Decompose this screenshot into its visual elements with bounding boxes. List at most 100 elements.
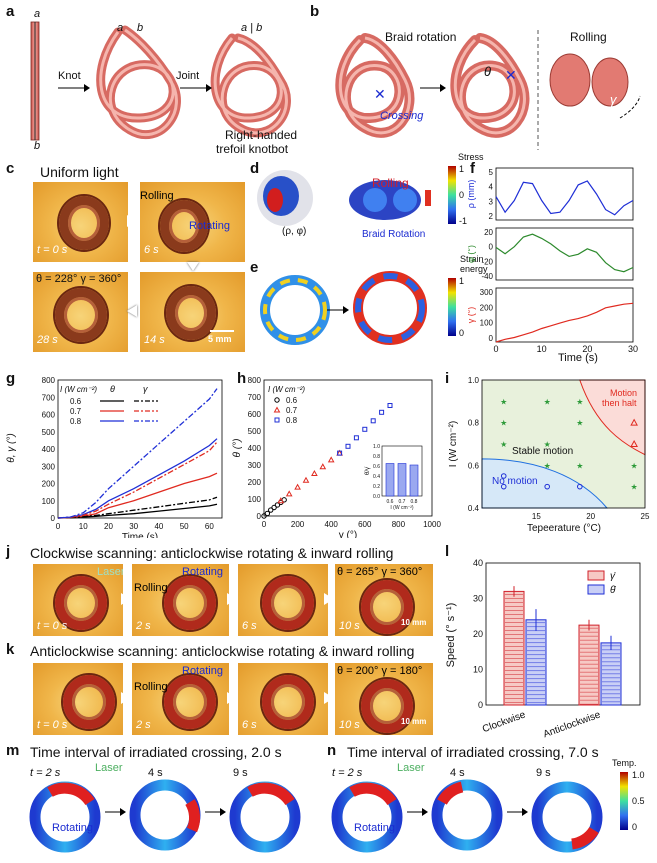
- panel-label-d: d: [250, 160, 260, 177]
- h-legend-marker-0: [274, 397, 280, 403]
- f-frame-0: [495, 167, 634, 221]
- i-point-tri: [630, 418, 638, 426]
- i-ytick: 1.0: [468, 376, 480, 385]
- j-arrow-2: [227, 593, 237, 605]
- l-ytick: 0: [478, 700, 483, 710]
- h-point: [337, 450, 343, 456]
- g-legend-gamma: γ: [143, 384, 148, 394]
- h-xtick: 1000: [423, 520, 441, 529]
- j-photo-3: θ = 265° γ = 360° 10 s 10 mm: [334, 563, 434, 637]
- l-legend-swatch-gamma: [587, 570, 605, 581]
- l-legend-theta: θ̇: [610, 585, 616, 596]
- c-photo-2: 14 s 5 mm: [139, 271, 246, 353]
- h-point: [302, 476, 310, 483]
- n-time-0: t = 2 s: [332, 767, 363, 779]
- i-point-tri: [630, 439, 638, 447]
- f-ytick: 20: [484, 228, 493, 237]
- n-laser: Laser: [397, 762, 425, 774]
- f-ytick: 200: [480, 303, 494, 312]
- h-inset-ylabel: θ̇/γ̇: [365, 466, 371, 475]
- k-photo-3: θ = 200° γ = 180° 10 s 10 mm: [334, 662, 434, 736]
- h-xtick: 200: [291, 520, 305, 529]
- panel-label-h: h: [237, 370, 247, 387]
- c-arrow-down: [187, 262, 199, 271]
- panel-label-i: i: [445, 370, 450, 387]
- n-sim-render: [331, 779, 603, 853]
- h-legend-val: 0.6: [286, 396, 298, 405]
- caption-line1: Right-handed: [225, 128, 298, 142]
- h-point: [319, 463, 327, 470]
- l-bar-0-1: [525, 619, 547, 706]
- i-point-star: ★: [576, 397, 583, 406]
- f-ytick: 300: [480, 288, 494, 297]
- l-ytick: 20: [473, 629, 483, 639]
- h-point: [362, 426, 368, 432]
- i-ytick: 0.6: [468, 461, 480, 470]
- f-ytick: 5: [489, 168, 494, 177]
- h-inset-ytick: 0.8: [373, 454, 380, 460]
- h-inset-ytick: 0.2: [373, 484, 380, 490]
- i-point-star: ★: [576, 461, 583, 470]
- h-point: [387, 403, 393, 408]
- i-xlabel: Tepeerature (°C): [527, 523, 601, 534]
- c-angles: θ = 228° γ = 360°: [36, 273, 122, 285]
- h-point: [261, 513, 267, 519]
- g-legend-theta: θ: [110, 384, 115, 394]
- j-photo-1: Rolling Rotating 2 s: [131, 563, 230, 637]
- n-cb-title: Temp.: [612, 758, 637, 768]
- knot-end-a: a: [117, 22, 124, 34]
- d-cb-title: Stress: [458, 152, 484, 162]
- f-xtick: 0: [493, 344, 498, 354]
- g-xlabel: Time (s): [122, 532, 158, 538]
- c-arrow-1: [127, 215, 137, 227]
- h-point: [271, 504, 277, 511]
- k-photo-1: Rolling Rotating 2 s: [131, 662, 230, 736]
- i-xtick: 20: [586, 512, 595, 521]
- h-inset-xlabel: I (W cm⁻²): [390, 505, 414, 511]
- h-xlabel: γ (°): [339, 530, 357, 538]
- k-photo-0: t = 0 s: [32, 662, 124, 736]
- panel-label-k: k: [6, 641, 15, 658]
- panel-label-j: j: [6, 543, 11, 560]
- c-photo-3: 28 s: [32, 271, 129, 353]
- j-title: Clockwise scanning: anticlockwise rotati…: [30, 545, 394, 561]
- g-ylabel: θ, γ (°): [6, 433, 17, 462]
- b-theta: θ: [484, 64, 492, 79]
- h-inset-bar: [385, 463, 395, 497]
- k-arrow-2: [227, 692, 237, 704]
- e-sim-render: [260, 271, 427, 345]
- d-rolling: Rolling: [372, 176, 409, 190]
- h-ytick: 100: [248, 495, 262, 504]
- h-ytick: 0: [257, 512, 262, 521]
- h-ytick: 300: [248, 461, 262, 470]
- f-ylabel-1: φ (°): [468, 245, 476, 263]
- strand-end-bottom: b: [34, 140, 41, 152]
- e-cb-bot: 0: [459, 328, 465, 338]
- h-ylabel: θ (°): [232, 439, 243, 458]
- f-frame-2: [495, 287, 634, 343]
- n-time-2: 9 s: [536, 767, 551, 779]
- g-series-3: [57, 496, 218, 519]
- i-chart: ★ ★ ★ ★ ★ ★ ★ ★ ★ ★ ★ 1.0 0.8 0.6 0.4 15 20 25 Tepeerature…: [448, 376, 650, 534]
- j-arrow-3: [324, 593, 334, 605]
- h-point: [370, 418, 376, 424]
- j-photo-2: 6 s: [237, 563, 329, 637]
- i-point-star: ★: [576, 419, 583, 428]
- g-series-1: [57, 472, 218, 519]
- g-xtick: 0: [56, 522, 61, 531]
- f-ytick: 100: [480, 319, 494, 328]
- h-inset-bar: [409, 464, 419, 497]
- k-arrow-3: [324, 692, 334, 704]
- c-photo-0: t = 0 s: [32, 181, 129, 263]
- h-legend-marker-1: [273, 406, 281, 413]
- knot-end-b: b: [137, 22, 144, 34]
- panel-label-e: e: [250, 259, 259, 276]
- h-ytick: 400: [248, 444, 262, 453]
- e-cb-top: 1: [459, 276, 465, 286]
- k-photo-2: 6 s: [237, 662, 329, 736]
- i-ylabel: I (W cm⁻²): [448, 421, 459, 467]
- f-ylabel-0: ρ (mm): [468, 180, 476, 209]
- l-xcat-1: Anticlockwise: [542, 709, 603, 740]
- l-bar-0-0: [503, 590, 525, 706]
